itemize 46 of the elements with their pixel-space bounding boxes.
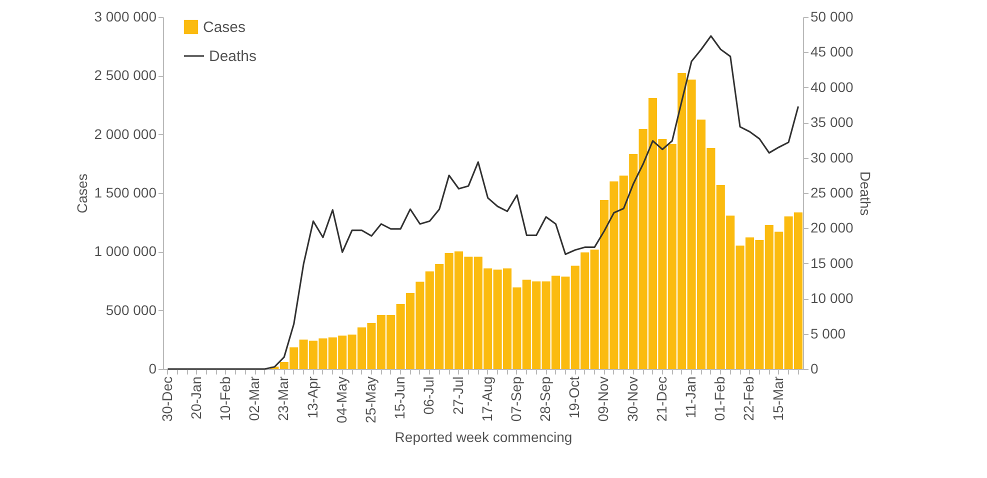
legend-label: Deaths [209,48,257,65]
y-tick-label: 2 000 000 [94,126,157,142]
x-tick-label: 23-Mar [275,376,292,421]
y-axis-title: Cases [74,174,90,214]
x-tick-label: 30-Dec [158,376,175,422]
x-tick-label: 11-Jan [682,376,699,418]
x-tick-label: 27-Jul [450,376,466,415]
x-tick-label: 02-Mar [246,376,262,421]
line-series [166,35,800,370]
x-tick-label: 22-Feb [740,376,757,421]
y-tick-label: 500 000 [106,302,157,318]
y2-tick-label: 10 000 [810,290,854,306]
x-tick-label: 06-Jul [420,376,437,415]
y2-tick-label: 15 000 [810,254,854,271]
x-tick-label: 19-Oct [566,376,582,419]
x-axis-title: Reported week commencing [394,429,572,446]
y2-tick-label: 30 000 [810,149,854,166]
y2-tick-label: 25 000 [810,184,854,200]
x-tick-label: 15-Jun [392,376,408,420]
x-tick-label: 21-Dec [653,376,670,422]
x-tick-label: 04-May [333,376,350,424]
x-tick-label: 30-Nov [624,376,640,422]
y-tick-label: 0 [148,360,157,376]
x-tick-label: 15-Mar [770,376,786,421]
y2-axis-title: Deaths [857,171,874,216]
legend-label: Cases [203,19,246,36]
x-tick-label: 07-Sep [508,376,524,422]
y2-tick-label: 20 000 [810,220,854,236]
x-tick-label: 01-Feb [712,376,728,421]
y2-tick-label: 5 000 [810,325,846,342]
y2-tick-label: 40 000 [810,78,854,95]
y2-tick-label: 45 000 [810,44,854,60]
x-tick-label: 25-May [362,376,378,424]
y2-tick-label: 0 [810,360,818,376]
y-tick-label: 3 000 000 [94,8,157,24]
y-tick-label: 1 000 000 [94,243,157,260]
x-tick-label: 09-Nov [595,376,612,422]
x-tick-label: 10-Feb [216,376,233,421]
y-tick-label: 2 500 000 [94,67,157,84]
x-tick-label: 13-Apr [304,376,320,419]
x-tick-label: 28-Sep [537,376,554,422]
x-tick-label: 20-Jan [188,376,204,420]
y-tick-label: 1 500 000 [94,184,157,200]
y2-tick-label: 50 000 [810,8,854,24]
x-tick-label: 17-Aug [478,376,495,422]
y2-tick-label: 35 000 [810,114,854,130]
